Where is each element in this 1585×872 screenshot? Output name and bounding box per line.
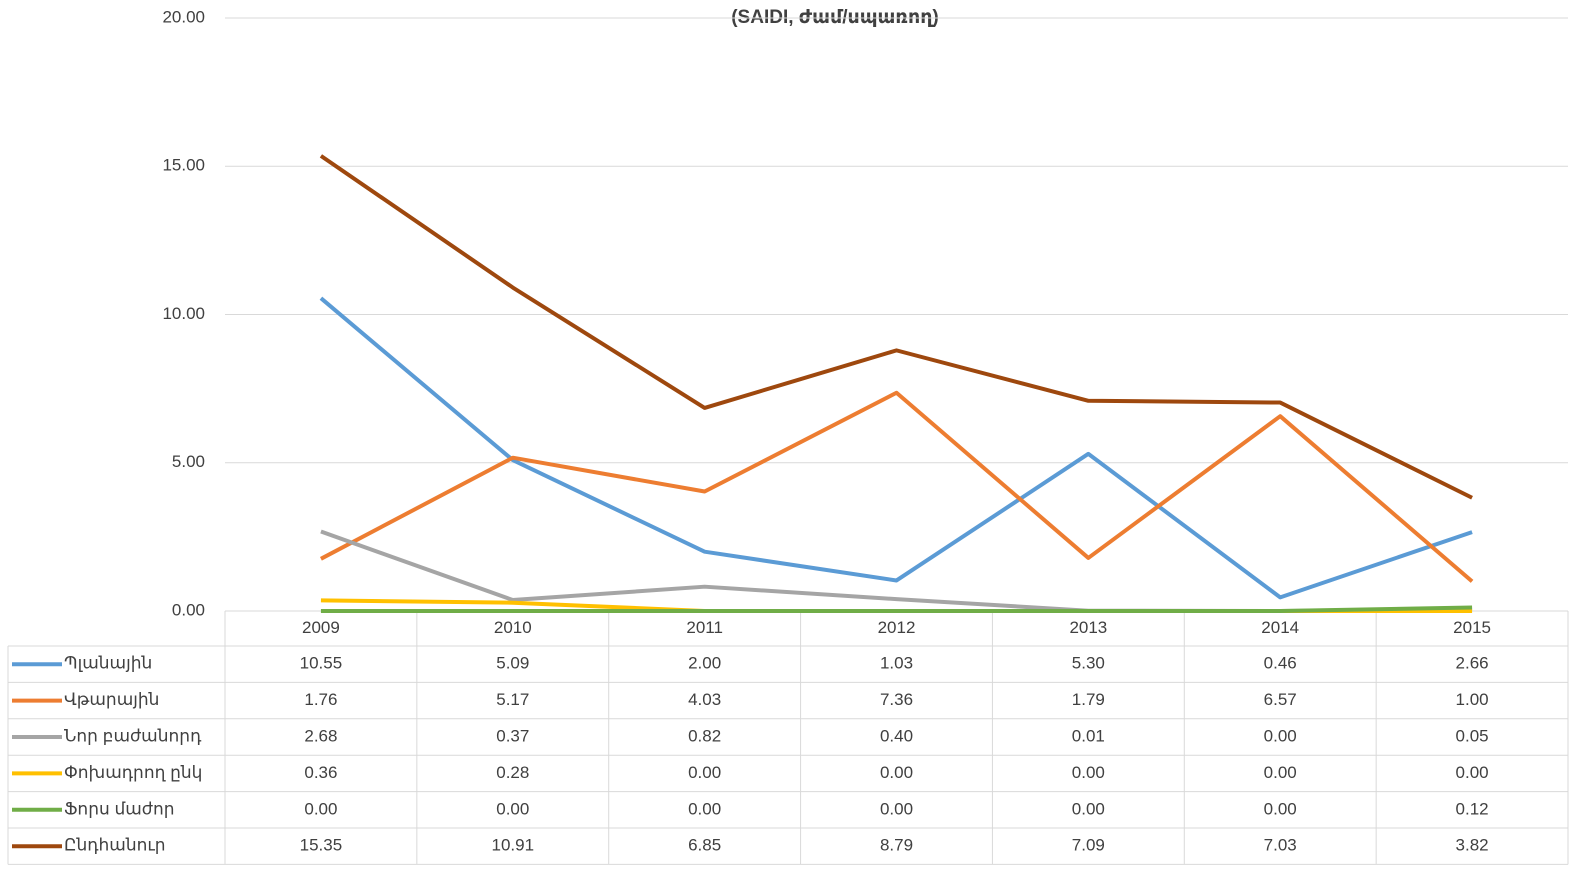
series-line [319,390,1474,583]
table-value: 0.01 [1072,726,1105,745]
y-tick-label: 20.00 [162,7,205,26]
table-value: 0.00 [688,763,721,782]
y-tick-label: 10.00 [162,304,205,323]
legend-label: Նոր բաժանորդ [64,726,202,745]
table-value: 0.00 [1264,726,1297,745]
y-tick-label: 15.00 [162,156,205,175]
table-value: 1.76 [304,690,337,709]
legend-label: Պլանային [64,654,152,673]
table-value: 4.03 [688,690,721,709]
x-tick-label: 2014 [1261,618,1299,637]
x-tick-label: 2012 [878,618,916,637]
table-value: 0.46 [1264,654,1297,673]
table-value: 3.82 [1456,836,1489,855]
x-tick-label: 2010 [494,618,532,637]
table-value: 0.00 [304,799,337,818]
legend-label: Ընդհանուր [64,836,166,855]
table-value: 2.66 [1456,654,1489,673]
x-tick-label: 2011 [686,618,723,637]
table-value: 7.09 [1072,836,1105,855]
table-value: 0.00 [880,763,913,782]
legend-label: Ֆորս մաժոր [64,799,175,818]
table-value: 0.00 [880,799,913,818]
table-value: 0.00 [1072,799,1105,818]
series-line [320,605,1473,613]
table-value: 0.00 [1264,763,1297,782]
series-line [320,529,1473,613]
table-value: 0.00 [1456,763,1489,782]
table-value: 15.35 [300,836,343,855]
series-line [319,154,1473,500]
table-value: 1.03 [880,654,913,673]
table-value: 0.82 [688,726,721,745]
x-tick-label: 2015 [1453,618,1491,637]
table-value: 2.00 [688,654,721,673]
table-value: 1.79 [1072,690,1105,709]
table-value: 0.05 [1456,726,1489,745]
table-value: 7.36 [880,690,913,709]
table-value: 7.03 [1264,836,1297,855]
table-value: 6.85 [688,836,721,855]
legend-label: Վթարային [64,690,159,709]
table-value: 0.00 [1072,763,1105,782]
table-value: 5.17 [496,690,529,709]
table-value: 10.91 [492,836,535,855]
table-value: 0.37 [496,726,529,745]
table-value: 0.12 [1456,799,1489,818]
table-value: 0.00 [496,799,529,818]
table-value: 6.57 [1264,690,1297,709]
legend-label: Փոխադրող ընկ [64,763,202,782]
table-value: 2.68 [304,726,337,745]
table-value: 5.09 [496,654,529,673]
table-value: 0.28 [496,763,529,782]
table-value: 1.00 [1456,690,1489,709]
table-value: 8.79 [880,836,913,855]
table-value: 0.00 [1264,799,1297,818]
x-tick-label: 2009 [302,618,340,637]
table-value: 0.40 [880,726,913,745]
table-value: 5.30 [1072,654,1105,673]
table-value: 0.00 [688,799,721,818]
y-tick-label: 5.00 [172,452,205,471]
table-value: 0.36 [304,763,337,782]
x-tick-label: 2013 [1069,618,1107,637]
y-tick-label: 0.00 [172,600,205,619]
series-line [319,296,1473,600]
table-value: 10.55 [300,654,343,673]
